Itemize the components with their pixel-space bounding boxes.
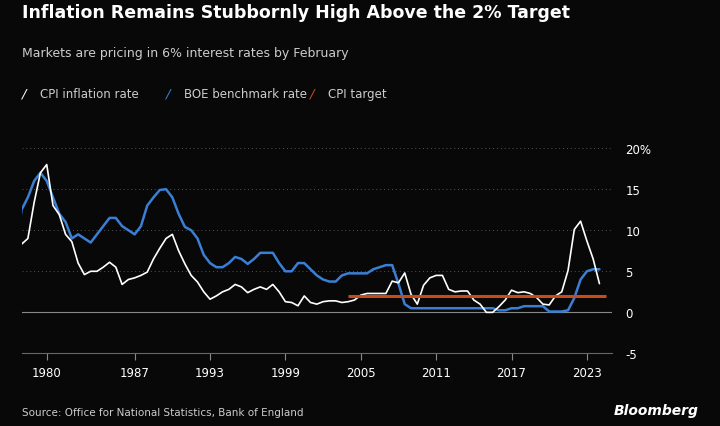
- Text: CPI target: CPI target: [328, 87, 386, 100]
- Text: Markets are pricing in 6% interest rates by February: Markets are pricing in 6% interest rates…: [22, 47, 348, 60]
- Text: Inflation Remains Stubbornly High Above the 2% Target: Inflation Remains Stubbornly High Above …: [22, 4, 570, 22]
- Text: CPI inflation rate: CPI inflation rate: [40, 87, 138, 100]
- Text: Bloomberg: Bloomberg: [613, 403, 698, 417]
- Text: BOE benchmark rate: BOE benchmark rate: [184, 87, 307, 100]
- Text: Source: Office for National Statistics, Bank of England: Source: Office for National Statistics, …: [22, 408, 303, 417]
- Text: /: /: [166, 87, 174, 100]
- Text: /: /: [22, 87, 30, 100]
- Text: /: /: [310, 87, 318, 100]
